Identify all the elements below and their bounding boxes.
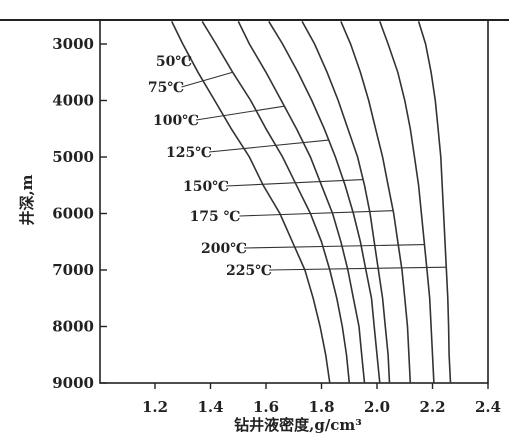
x-axis: 1.2 1.4 1.6 1.8 2.0 2.2 2.4 [142, 383, 501, 416]
leader-line [225, 179, 364, 187]
curve-label: 175 ℃ [190, 209, 241, 225]
series-line-3 [268, 20, 381, 384]
leader-line [181, 71, 233, 88]
leader-line [268, 266, 447, 271]
series-line-1 [201, 20, 351, 384]
x-tick-label: 1.2 [142, 398, 168, 416]
curve-label: 100℃ [153, 113, 199, 129]
leader-line [188, 55, 191, 62]
series-line-5 [340, 21, 412, 384]
curve-labels: 50℃ 75℃ 100℃ 125℃ 150℃ 175 ℃ 200℃ 225℃ [148, 54, 272, 279]
leader-line [195, 105, 285, 121]
series-curves [170, 20, 452, 384]
y-tick-label: 4000 [52, 92, 94, 110]
curve-label: 225℃ [226, 263, 272, 279]
x-tick-label: 1.6 [253, 398, 279, 416]
y-axis: 3000 4000 5000 6000 7000 8000 9000 [52, 35, 107, 392]
x-tick-label: 1.4 [197, 398, 223, 416]
label-leaders [181, 55, 447, 271]
series-line-4 [301, 21, 391, 384]
series-line-0 [170, 21, 331, 384]
leader-line [208, 139, 329, 153]
x-tick-label: 2.0 [364, 398, 390, 416]
y-tick-label: 7000 [52, 261, 94, 279]
y-tick-label: 9000 [52, 374, 94, 392]
curve-label: 150℃ [183, 179, 229, 195]
x-tick-label: 2.2 [419, 398, 445, 416]
plot-frame [99, 19, 489, 384]
x-tick-label: 2.4 [475, 398, 501, 416]
series-line-7 [417, 21, 452, 384]
y-tick-label: 3000 [52, 35, 94, 53]
curve-label: 75℃ [148, 80, 184, 96]
x-tick-label: 1.8 [308, 398, 334, 416]
y-tick-label: 6000 [52, 205, 94, 223]
curve-label: 125℃ [166, 145, 212, 161]
leader-line [239, 210, 394, 217]
y-tick-label: 8000 [52, 318, 94, 336]
series-line-2 [237, 21, 366, 384]
curve-label: 50℃ [156, 54, 192, 70]
x-axis-title: 钻井液密度,g/cm³ [234, 416, 362, 434]
series-line-6 [379, 21, 435, 384]
y-axis-title: 井深,m [18, 174, 36, 225]
y-tick-label: 5000 [52, 148, 94, 166]
curve-label: 200℃ [201, 241, 247, 257]
leader-line [243, 244, 425, 249]
